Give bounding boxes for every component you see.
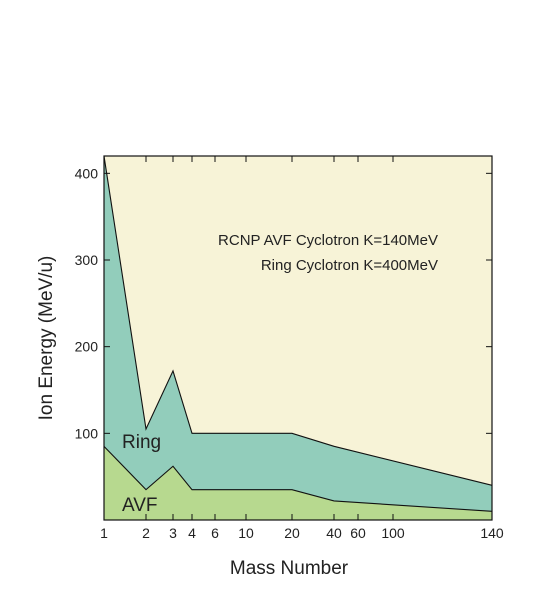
y-axis-label: Ion Energy (MeV/u) — [36, 256, 57, 421]
series-label-avf: AVF — [122, 495, 158, 516]
y-tick-label: 100 — [75, 425, 99, 441]
y-tick-label: 300 — [75, 252, 99, 268]
area-layer — [103, 155, 493, 520]
x-tick-label: 3 — [169, 525, 177, 541]
series-area-avf — [104, 446, 492, 520]
plot-frame — [103, 155, 493, 521]
x-tick-label: 140 — [480, 525, 504, 541]
x-tick-label: 100 — [381, 525, 405, 541]
series-line-avf — [103, 445, 493, 512]
x-tick-label: 6 — [211, 525, 219, 541]
y-tick-label: 400 — [75, 165, 99, 181]
x-tick-label: 10 — [238, 525, 254, 541]
x-tick-label: 4 — [188, 525, 196, 541]
series-area-ring — [104, 156, 492, 520]
series-label-ring: Ring — [122, 432, 161, 453]
x-tick-label: 1 — [100, 525, 108, 541]
x-tick-label: 40 — [326, 525, 342, 541]
annotation-avf: RCNP AVF Cyclotron K=140MeV — [218, 232, 438, 249]
y-tick-label: 200 — [75, 339, 99, 355]
x-axis-label: Mass Number — [230, 558, 349, 579]
annotation-ring: Ring Cyclotron K=400MeV — [261, 257, 438, 274]
tick-layer: 1 2 3 4 6 10 20 40 60 100 140 100 200 300 400 — [75, 156, 504, 541]
x-tick-label: 60 — [350, 525, 366, 541]
x-tick-label: 2 — [142, 525, 150, 541]
series-line-ring — [103, 155, 493, 486]
x-tick-label: 20 — [284, 525, 300, 541]
